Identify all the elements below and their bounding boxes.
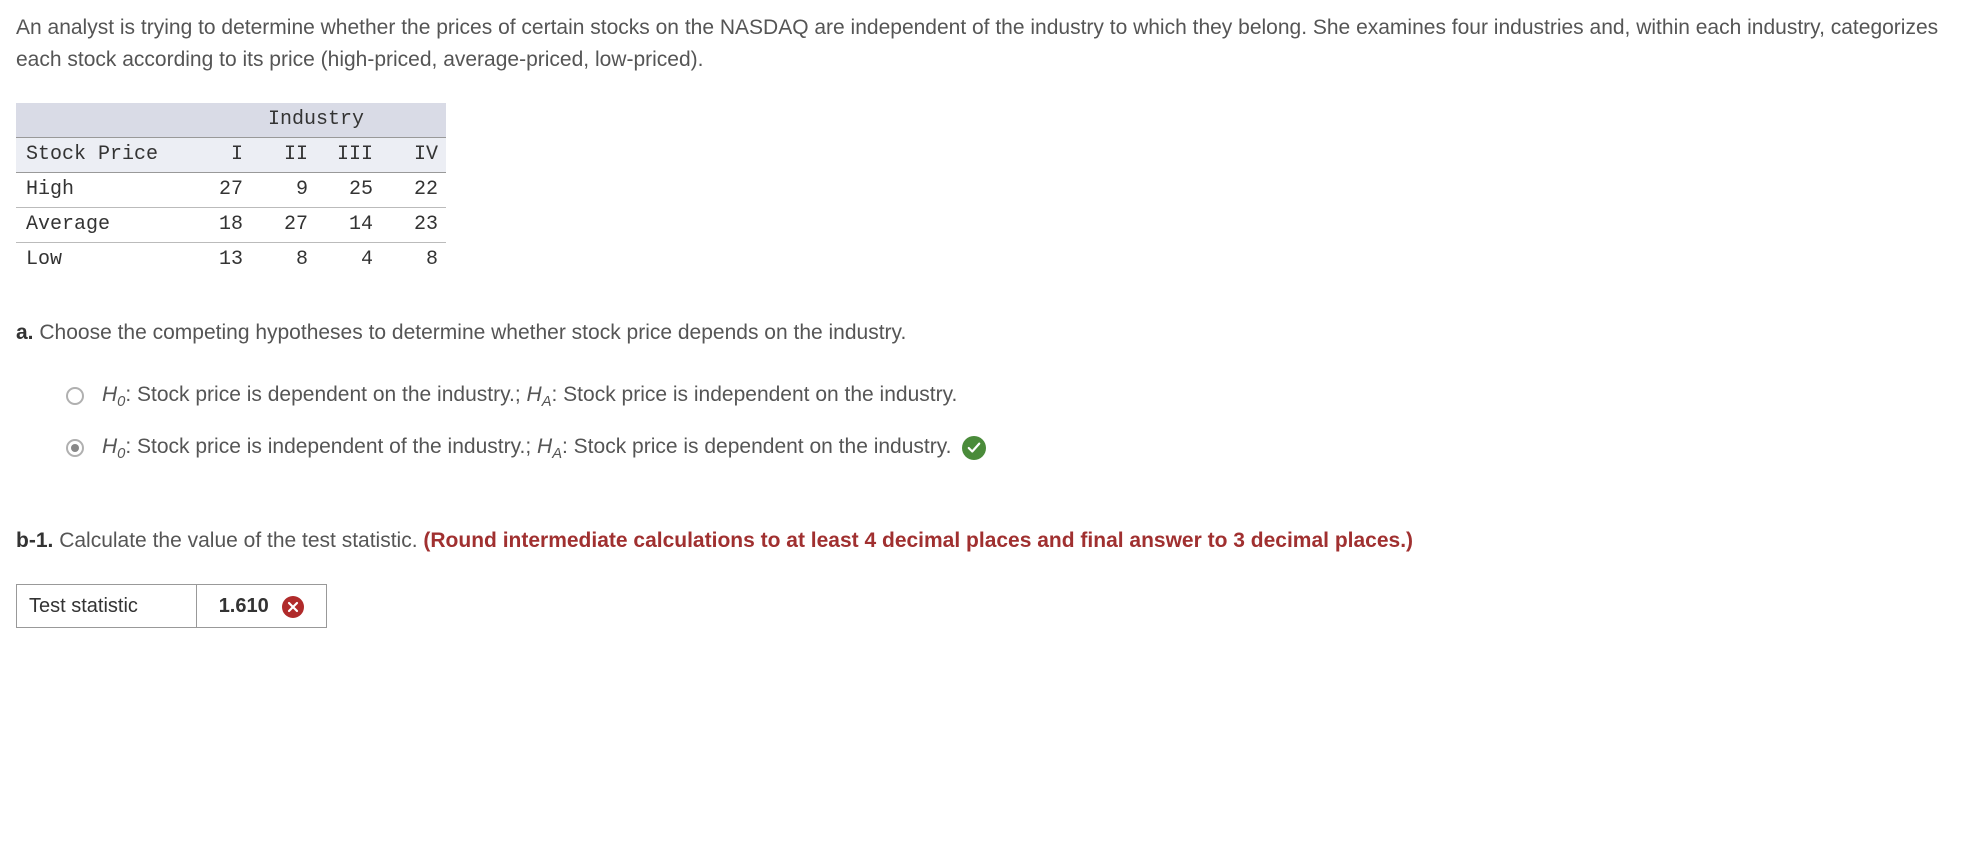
wrong-x-icon [282, 596, 304, 618]
row-label: High [16, 173, 186, 208]
cell: 27 [251, 208, 316, 243]
row-label: Average [16, 208, 186, 243]
part-b1-instruction: (Round intermediate calculations to at l… [423, 529, 1413, 552]
cell: 9 [251, 173, 316, 208]
table-row: Average 18 27 14 23 [16, 208, 446, 243]
option-1[interactable]: H0: Stock price is dependent on the indu… [66, 379, 1952, 413]
option-2-text: H0: Stock price is independent of the in… [102, 431, 952, 465]
cell: 8 [381, 243, 446, 278]
part-a-prefix: a. [16, 321, 34, 344]
cell: 13 [186, 243, 251, 278]
row-label: Low [16, 243, 186, 278]
table-col-stockprice: Stock Price [16, 138, 186, 173]
answer-table: Test statistic 1.610 [16, 584, 327, 628]
part-a-prompt: a. Choose the competing hypotheses to de… [16, 317, 1952, 349]
table-col-iii: III [316, 138, 381, 173]
cell: 14 [316, 208, 381, 243]
question-text: An analyst is trying to determine whethe… [16, 12, 1952, 75]
cell: 4 [316, 243, 381, 278]
hypothesis-options: H0: Stock price is dependent on the indu… [66, 379, 1952, 465]
correct-check-icon [962, 436, 986, 460]
table-col-i: I [186, 138, 251, 173]
part-b1-text: Calculate the value of the test statisti… [59, 529, 417, 552]
cell: 8 [251, 243, 316, 278]
answer-label: Test statistic [17, 585, 197, 628]
cell: 23 [381, 208, 446, 243]
part-b1-prompt: b-1. Calculate the value of the test sta… [16, 525, 1952, 557]
radio-selected-icon[interactable] [66, 439, 84, 457]
option-1-text: H0: Stock price is dependent on the indu… [102, 379, 957, 413]
cell: 25 [316, 173, 381, 208]
option-2[interactable]: H0: Stock price is independent of the in… [66, 431, 1952, 465]
data-table: Industry Stock Price I II III IV High 27… [16, 103, 446, 277]
answer-value: 1.610 [219, 595, 269, 617]
radio-unselected-icon[interactable] [66, 387, 84, 405]
table-col-ii: II [251, 138, 316, 173]
table-row: High 27 9 25 22 [16, 173, 446, 208]
cell: 18 [186, 208, 251, 243]
part-b1-prefix: b-1. [16, 529, 53, 552]
table-header-industry: Industry [251, 103, 381, 138]
part-a-text: Choose the competing hypotheses to deter… [39, 321, 906, 344]
cell: 22 [381, 173, 446, 208]
table-row: Low 13 8 4 8 [16, 243, 446, 278]
answer-value-cell[interactable]: 1.610 [197, 585, 327, 628]
table-col-iv: IV [381, 138, 446, 173]
cell: 27 [186, 173, 251, 208]
